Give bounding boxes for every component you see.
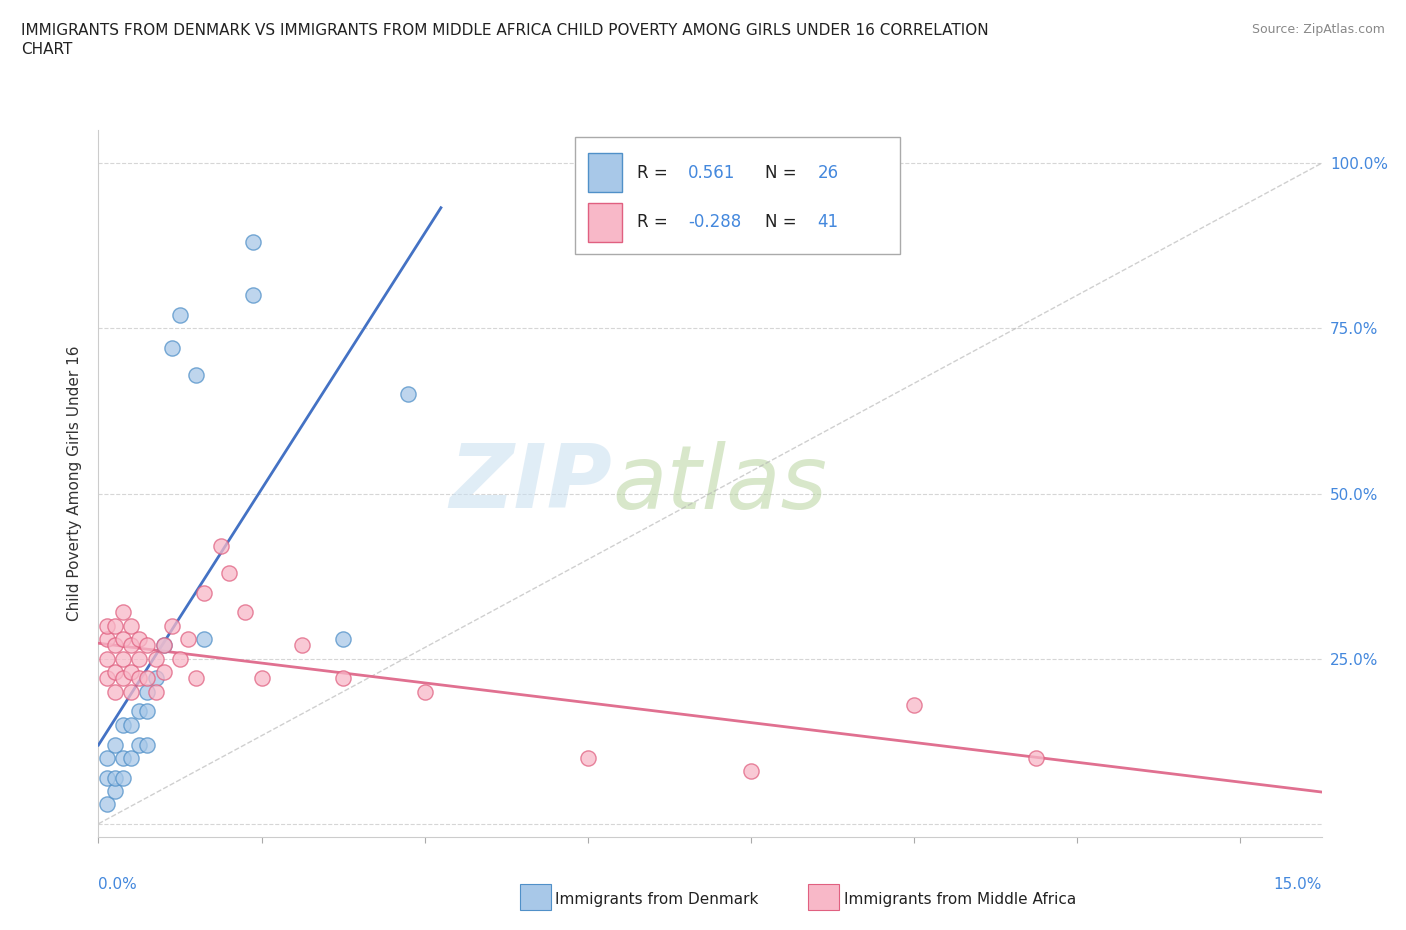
Text: atlas: atlas [612,441,827,526]
Point [111,671,134,686]
Point [250,671,273,686]
Point [96,651,118,666]
Text: ZIP: ZIP [450,440,612,527]
Point [111,717,134,732]
Point [104,684,127,699]
Point [576,751,599,765]
Text: 26: 26 [818,164,839,181]
Point [96,671,118,686]
Point [96,618,118,633]
Point [96,751,118,765]
Point [111,631,134,646]
Point [120,751,142,765]
Text: 0.561: 0.561 [688,164,735,181]
Point [120,717,142,732]
Point [740,764,762,778]
Text: IMMIGRANTS FROM DENMARK VS IMMIGRANTS FROM MIDDLE AFRICA CHILD POVERTY AMONG GIR: IMMIGRANTS FROM DENMARK VS IMMIGRANTS FR… [21,23,988,38]
Text: Source: ZipAtlas.com: Source: ZipAtlas.com [1251,23,1385,36]
Point [128,704,150,719]
Point [104,638,127,653]
Point [111,770,134,785]
Point [396,387,419,402]
Point [193,631,215,646]
Point [152,638,174,653]
Point [160,618,183,633]
Point [128,737,150,752]
Point [104,770,127,785]
Point [104,664,127,679]
Text: R =: R = [637,164,668,181]
Point [104,737,127,752]
Point [120,684,142,699]
Point [120,664,142,679]
Point [218,565,240,580]
Point [332,631,354,646]
Point [160,340,183,355]
Text: R =: R = [637,213,668,231]
Point [193,585,215,600]
Point [120,618,142,633]
Text: CHART: CHART [21,42,73,57]
Point [233,605,256,620]
Text: 41: 41 [818,213,839,231]
Point [96,796,118,811]
Point [242,235,264,250]
Point [186,367,208,382]
Point [145,671,167,686]
Point [332,671,354,686]
Point [96,770,118,785]
Point [242,288,264,303]
Point [136,671,159,686]
Point [413,684,436,699]
Point [128,631,150,646]
Point [145,651,167,666]
Point [209,538,232,553]
Point [104,618,127,633]
Point [152,664,174,679]
Point [186,671,208,686]
Point [111,651,134,666]
Point [903,698,925,712]
Point [111,751,134,765]
Text: -0.288: -0.288 [688,213,741,231]
Point [177,631,200,646]
Point [169,651,191,666]
Point [136,684,159,699]
Text: N =: N = [765,164,797,181]
Point [169,308,191,323]
Point [96,631,118,646]
Point [128,651,150,666]
Point [120,638,142,653]
FancyBboxPatch shape [575,138,900,254]
Text: 15.0%: 15.0% [1274,877,1322,892]
Text: Immigrants from Middle Africa: Immigrants from Middle Africa [844,892,1076,907]
FancyBboxPatch shape [588,153,621,193]
Point [145,684,167,699]
Point [111,605,134,620]
Point [128,671,150,686]
Text: Immigrants from Denmark: Immigrants from Denmark [555,892,759,907]
Text: N =: N = [765,213,797,231]
Point [152,638,174,653]
Point [291,638,314,653]
Point [104,783,127,798]
Point [1025,751,1047,765]
Text: 0.0%: 0.0% [98,877,138,892]
FancyBboxPatch shape [588,203,621,242]
Point [136,737,159,752]
Y-axis label: Child Poverty Among Girls Under 16: Child Poverty Among Girls Under 16 [67,346,83,621]
Point [136,704,159,719]
Point [136,638,159,653]
